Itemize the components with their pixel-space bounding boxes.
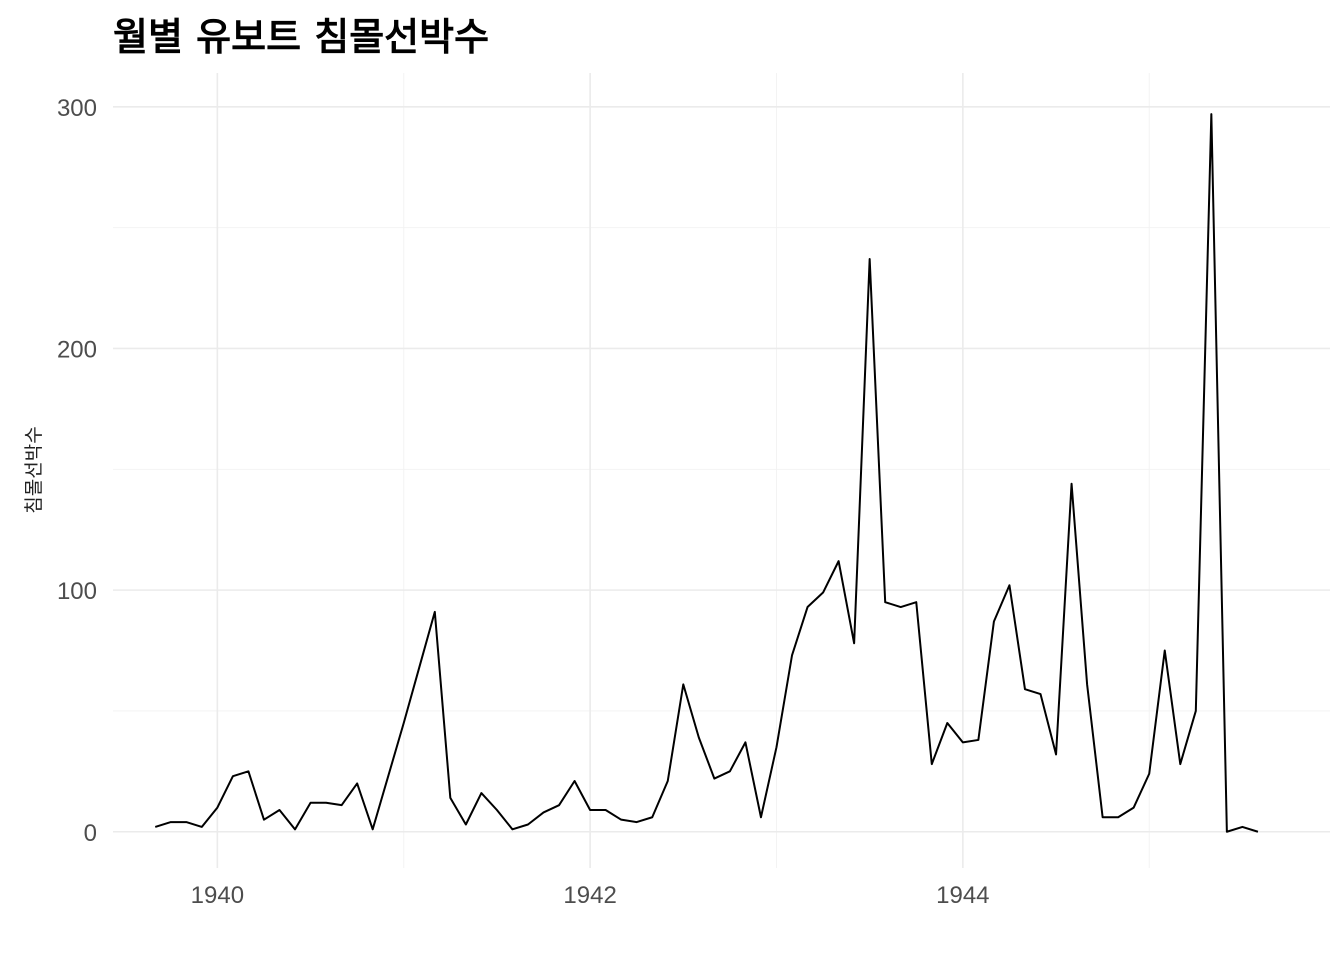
y-tick-label: 300 — [57, 95, 97, 122]
y-axis-ticks: 0 100 200 300 — [57, 95, 97, 847]
x-tick-label: 1940 — [191, 882, 244, 909]
y-tick-label: 200 — [57, 336, 97, 363]
chart-title: 월별 유보트 침몰선박수 — [113, 15, 489, 59]
x-tick-label: 1942 — [563, 882, 616, 909]
x-tick-label: 1944 — [936, 882, 989, 909]
grid — [113, 73, 1330, 868]
y-axis-label: 침몰선박수 — [23, 426, 45, 513]
y-tick-label: 0 — [84, 820, 97, 847]
x-axis-ticks: 1940 1942 1944 — [191, 882, 990, 909]
series-line — [154, 113, 1259, 833]
y-tick-label: 100 — [57, 578, 97, 605]
